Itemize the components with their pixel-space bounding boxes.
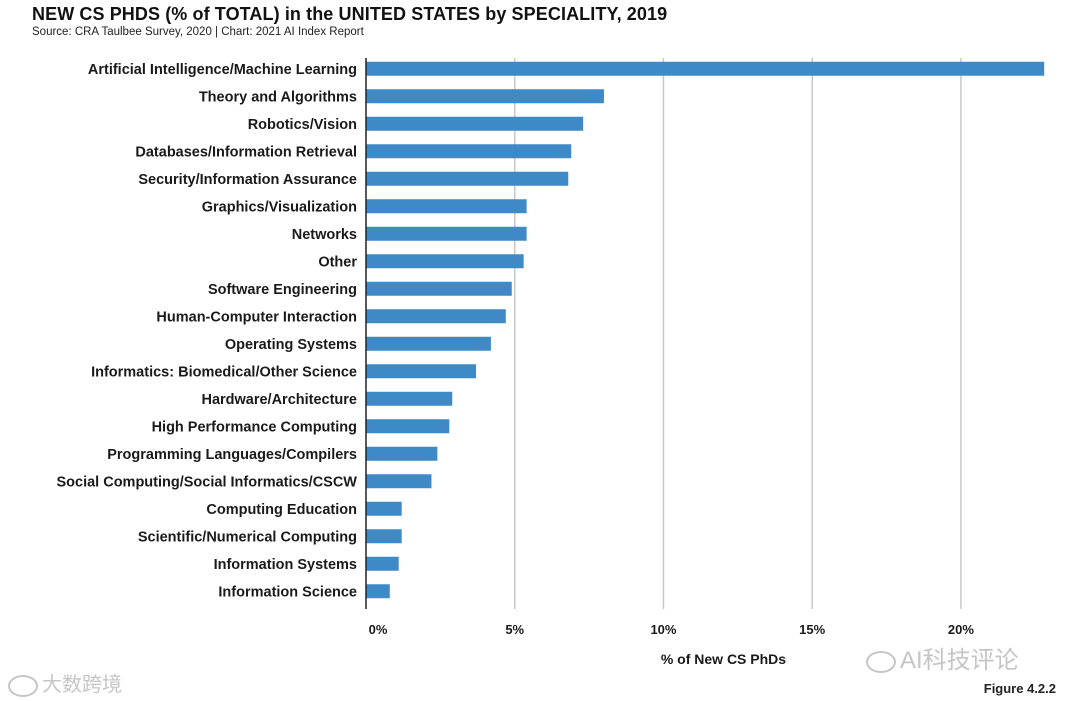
category-label: Graphics/Visualization <box>202 199 357 215</box>
bar <box>366 226 527 241</box>
chart-source: Source: CRA Taulbee Survey, 2020 | Chart… <box>32 26 364 38</box>
bar <box>366 556 399 571</box>
category-label: Information Systems <box>214 557 357 573</box>
bar <box>366 336 491 351</box>
bar <box>366 391 453 406</box>
category-label-layer: Artificial Intelligence/Machine Learning… <box>56 62 357 601</box>
category-label: Programming Languages/Compilers <box>107 447 357 463</box>
watermark-left: 大数跨境 <box>8 668 122 697</box>
tick-label-layer: 0% 5% 10% 15% 20% <box>369 622 975 637</box>
bar <box>366 281 512 296</box>
bar <box>366 364 477 379</box>
bar <box>366 254 524 269</box>
category-label: Informatics: Biomedical/Other Science <box>91 364 357 380</box>
bar <box>366 474 432 489</box>
category-label: Software Engineering <box>208 282 357 298</box>
bar <box>366 144 572 159</box>
chart-title: NEW CS PHDS (% of TOTAL) in the UNITED S… <box>32 4 668 24</box>
watermark-logo-icon <box>8 674 38 697</box>
category-label: Scientific/Numerical Computing <box>138 529 357 545</box>
bar-layer <box>366 61 1045 599</box>
bar <box>366 116 584 131</box>
category-label: Operating Systems <box>225 337 357 353</box>
category-label: Robotics/Vision <box>248 117 357 133</box>
x-tick-label: 0% <box>369 622 388 637</box>
category-label: Hardware/Architecture <box>201 392 357 408</box>
bar <box>366 446 438 461</box>
figure-number: Figure 4.2.2 <box>983 681 1056 696</box>
watermark-right: AI科技评论 <box>866 640 1019 675</box>
bar <box>366 89 604 104</box>
category-label: Human-Computer Interaction <box>156 309 357 325</box>
x-tick-label: 10% <box>650 622 676 637</box>
category-label: High Performance Computing <box>152 419 357 435</box>
category-label: Security/Information Assurance <box>138 172 357 188</box>
watermark-left-text: 大数跨境 <box>42 674 122 696</box>
x-tick-label: 15% <box>799 622 825 637</box>
bar <box>366 171 569 186</box>
x-tick-label: 20% <box>948 622 974 637</box>
bar <box>366 584 390 599</box>
x-tick-label: 5% <box>505 622 524 637</box>
bar <box>366 61 1045 76</box>
bar <box>366 501 402 516</box>
watermark-right-text: AI科技评论 <box>900 647 1019 674</box>
grid-layer <box>513 58 962 609</box>
bar <box>366 419 450 434</box>
category-label: Social Computing/Social Informatics/CSCW <box>56 474 357 490</box>
x-axis-title: % of New CS PhDs <box>661 651 786 667</box>
category-label: Information Science <box>218 584 357 600</box>
wechat-icon <box>866 650 896 673</box>
bar <box>366 529 402 544</box>
bar <box>366 309 506 324</box>
category-label: Other <box>318 254 357 270</box>
category-label: Networks <box>292 227 357 243</box>
category-label: Theory and Algorithms <box>199 89 357 105</box>
category-label: Artificial Intelligence/Machine Learning <box>88 62 357 78</box>
bar <box>366 199 527 214</box>
category-label: Computing Education <box>206 502 357 518</box>
category-label: Databases/Information Retrieval <box>135 144 357 160</box>
